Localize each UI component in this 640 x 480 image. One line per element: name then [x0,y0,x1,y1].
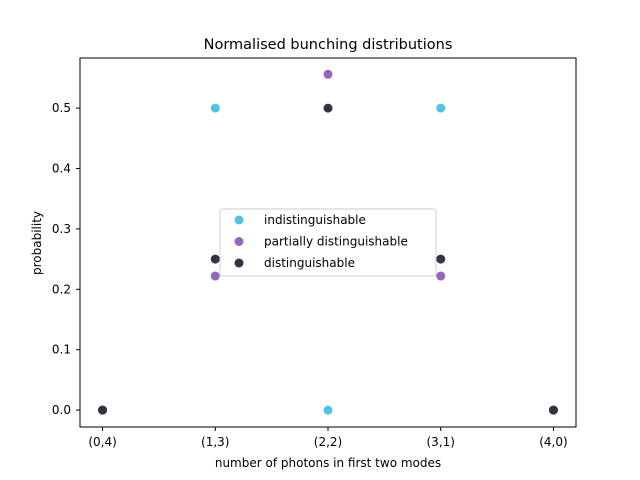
x-tick-label: (3,1) [427,435,455,449]
data-point-partially-distinguishable-2 [323,69,333,79]
data-point-distinguishable-4 [548,405,558,415]
x-tick-label: (2,2) [314,435,342,449]
y-tick-label: 0.1 [52,343,71,357]
legend: indistinguishable partially distinguishab… [219,208,437,277]
legend-marker [234,215,244,225]
data-point-distinguishable-1 [210,254,220,264]
y-axis: 0.0 0.1 0.2 0.3 0.4 0.5 [52,101,80,417]
y-tick-label: 0.0 [52,403,71,417]
data-point-distinguishable-3 [436,254,446,264]
data-point-indistinguishable-3 [436,103,446,113]
data-point-indistinguishable-1 [210,103,220,113]
x-tick-label: (4,0) [539,435,567,449]
data-point-distinguishable-2 [323,103,333,113]
y-tick-label: 0.5 [52,101,71,115]
x-tick-label: (1,3) [201,435,229,449]
legend-marker [234,258,244,268]
x-axis-title: number of photons in first two modes [215,456,441,470]
y-axis-title: probability [30,211,44,275]
data-point-indistinguishable-2 [323,405,333,415]
legend-label: partially distinguishable [264,235,408,249]
chart-title: Normalised bunching distributions [204,37,453,53]
x-tick-label: (0,4) [88,435,116,449]
data-point-partially-distinguishable-1 [210,271,220,281]
legend-box [219,208,437,277]
legend-label: indistinguishable [264,213,366,227]
x-axis: (0,4) (1,3) (2,2) (3,1) (4,0) [88,427,568,449]
legend-label: distinguishable [264,256,355,270]
plot-marks [98,69,558,415]
y-tick-label: 0.4 [52,162,71,176]
data-point-distinguishable-0 [98,405,108,415]
legend-marker [234,237,244,246]
y-tick-label: 0.2 [52,282,71,296]
data-point-partially-distinguishable-3 [436,271,446,281]
y-tick-label: 0.3 [52,222,71,236]
